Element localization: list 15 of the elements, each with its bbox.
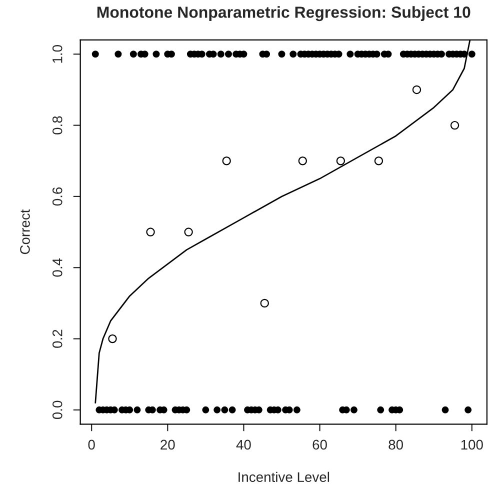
x-tick-label: 80 bbox=[388, 440, 403, 450]
y-tick-label: 0.4 bbox=[52, 258, 62, 277]
y-tick-label: 0.8 bbox=[52, 116, 62, 134]
x-tick-label: 0 bbox=[88, 440, 95, 450]
y-tick-label: 0.0 bbox=[52, 400, 62, 420]
y-tick-label: 0.6 bbox=[52, 187, 62, 206]
x-tick-label: 40 bbox=[236, 440, 251, 450]
x-tick-label: 60 bbox=[312, 440, 327, 450]
y-tick-label: 1.0 bbox=[52, 45, 62, 63]
x-tick-label: 100 bbox=[461, 440, 483, 450]
y-tick-label: 0.2 bbox=[52, 330, 62, 348]
chart-title: Monotone Nonparametric Regression: Subject 10 bbox=[97, 6, 470, 22]
y-axis-title: Correct bbox=[20, 209, 30, 254]
x-axis-title: Incentive Level bbox=[238, 472, 330, 482]
x-tick-label: 20 bbox=[160, 440, 175, 450]
